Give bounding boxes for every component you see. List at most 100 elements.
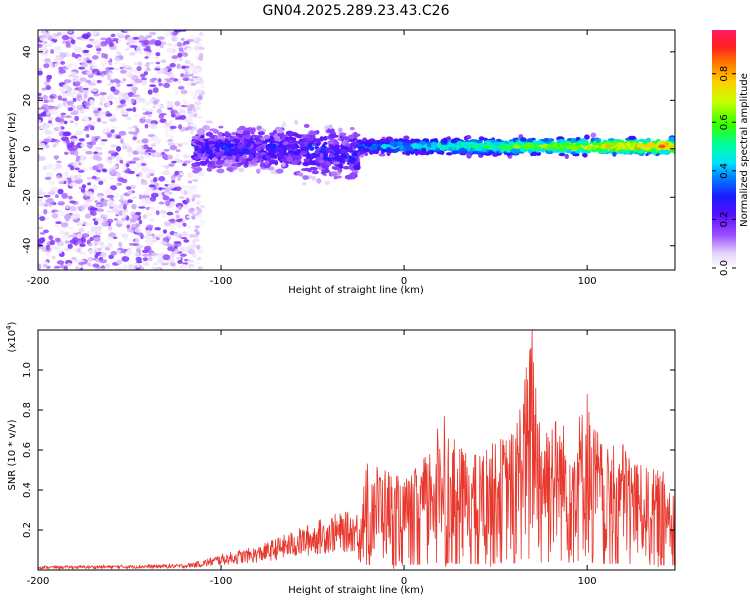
- heatmap-cell: [470, 147, 474, 153]
- heatmap-cell: [167, 246, 174, 252]
- heatmap-cell: [186, 81, 192, 87]
- heatmap-cell: [146, 232, 153, 236]
- heatmap-cell: [528, 149, 533, 154]
- heatmap-cell: [170, 252, 176, 258]
- heatmap-cell: [248, 153, 254, 160]
- heatmap-cell: [148, 256, 153, 262]
- heatmap-cell: [61, 192, 69, 199]
- heatmap-cell: [158, 114, 165, 119]
- heatmap-cell: [61, 92, 68, 98]
- colorbar-tick-label: 0.8: [719, 66, 730, 82]
- heatmap-cell: [167, 138, 174, 142]
- heatmap-cell: [493, 141, 500, 147]
- heatmap-cell: [200, 156, 208, 160]
- heatmap-cell: [357, 151, 361, 156]
- heatmap-cell: [663, 149, 671, 155]
- heatmap-cell: [217, 139, 222, 143]
- heatmap-cell: [148, 40, 156, 45]
- heatmap-cell: [166, 243, 172, 247]
- heatmap-cell: [74, 81, 81, 86]
- heatmap-cell: [156, 108, 162, 114]
- heatmap-cell: [43, 32, 51, 38]
- heatmap-cell: [49, 239, 56, 246]
- heatmap-cell: [141, 166, 150, 172]
- heatmap-cell: [178, 108, 184, 114]
- heatmap-cell: [167, 183, 176, 189]
- heatmap-cell: [131, 224, 137, 228]
- heatmap-cell: [168, 120, 173, 126]
- heatmap-cell: [169, 145, 178, 151]
- heatmap-cell: [348, 157, 353, 162]
- heatmap-cell: [116, 249, 121, 253]
- heatmap-cell: [63, 214, 72, 220]
- heatmap-cell: [182, 231, 188, 237]
- heatmap-cell: [313, 140, 318, 144]
- heatmap-cell: [45, 245, 50, 251]
- heatmap-cell: [532, 146, 542, 150]
- heatmap-cell: [73, 78, 81, 82]
- heatmap-cell: [324, 160, 330, 166]
- heatmap-cell: [512, 137, 517, 143]
- y-tick-label: 40: [22, 45, 33, 58]
- heatmap-cell: [179, 172, 184, 176]
- heatmap-cell: [178, 196, 185, 199]
- heatmap-cell: [68, 195, 73, 200]
- heatmap-cell: [68, 226, 75, 230]
- heatmap-cell: [193, 90, 202, 94]
- heatmap-cell: [169, 73, 176, 79]
- heatmap-cell: [114, 218, 118, 221]
- heatmap-cell: [75, 155, 80, 162]
- heatmap-cell: [39, 232, 46, 235]
- heatmap-cell: [183, 155, 191, 158]
- heatmap-cell: [216, 168, 225, 174]
- heatmap-cell: [197, 266, 203, 270]
- heatmap-cell: [100, 201, 108, 207]
- heatmap-cell: [224, 150, 230, 156]
- heatmap-cell: [181, 218, 187, 225]
- heatmap-cell: [290, 160, 298, 165]
- heatmap-cell: [130, 184, 136, 190]
- heatmap-cell: [180, 236, 188, 240]
- snr-series-line: [38, 330, 675, 570]
- heatmap-cell: [446, 136, 451, 141]
- heatmap-cell: [249, 148, 257, 154]
- heatmap-cell: [132, 82, 138, 86]
- heatmap-cell: [508, 141, 514, 146]
- heatmap-cell: [142, 253, 150, 257]
- heatmap-cell: [141, 107, 149, 112]
- heatmap-cell: [89, 207, 98, 211]
- heatmap-cell: [93, 241, 99, 246]
- heatmap-cell: [340, 153, 348, 159]
- heatmap-cell: [207, 141, 216, 145]
- heatmap-cell: [43, 194, 51, 198]
- heatmap-cell: [82, 117, 90, 123]
- heatmap-cell: [475, 147, 483, 151]
- heatmap-cell: [180, 89, 188, 95]
- heatmap-cell: [126, 72, 134, 78]
- heatmap-cell: [205, 120, 214, 124]
- heatmap-cell: [90, 121, 96, 126]
- heatmap-cell: [492, 146, 498, 150]
- colorbar-tick-label: 0.2: [719, 211, 730, 227]
- heatmap-cell: [69, 234, 77, 238]
- heatmap-cell: [135, 256, 142, 262]
- heatmap-cell: [410, 138, 415, 144]
- heatmap-cell: [160, 68, 165, 74]
- heatmap-cell: [43, 45, 48, 52]
- heatmap-cell: [448, 146, 454, 152]
- heatmap-cell: [124, 64, 132, 69]
- heatmap-cell: [265, 155, 270, 159]
- heatmap-cell: [96, 47, 102, 52]
- heatmap-cell: [189, 33, 196, 38]
- heatmap-cell: [455, 146, 459, 150]
- heatmap-cell: [190, 207, 195, 212]
- heatmap-cell: [194, 106, 202, 111]
- heatmap-cell: [148, 184, 156, 188]
- heatmap-cell: [115, 136, 122, 139]
- heatmap-cell: [90, 226, 98, 232]
- heatmap-cell: [164, 133, 170, 138]
- heatmap-cell: [86, 59, 93, 64]
- heatmap-cell: [145, 51, 152, 58]
- heatmap-cell: [106, 113, 113, 117]
